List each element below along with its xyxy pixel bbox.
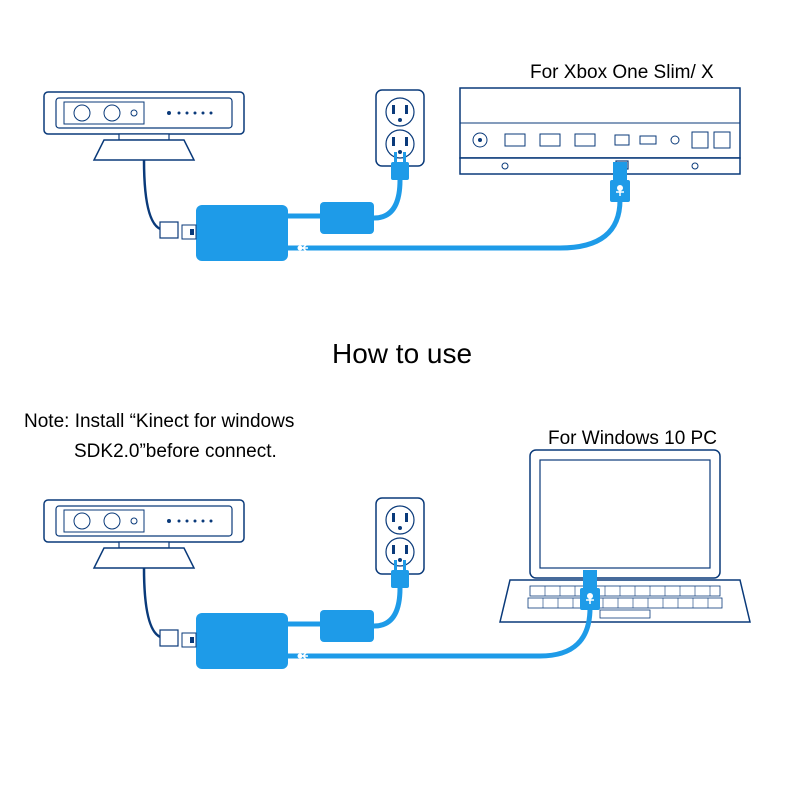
- kinect-sensor-icon: [44, 92, 244, 160]
- kinect-sensor-icon: [44, 500, 244, 568]
- note-line-2: SDK2.0”before connect.: [74, 438, 277, 467]
- wall-outlet-icon: [376, 90, 424, 166]
- laptop-icon: [500, 450, 750, 622]
- note-line-1: Note: Install “Kinect for windows: [24, 408, 294, 437]
- scenario-xbox: [44, 88, 740, 261]
- adapter-hub-icon: [182, 613, 288, 669]
- scenario-pc: [44, 450, 750, 669]
- power-brick-icon: [320, 202, 374, 234]
- xbox-console-icon: [460, 88, 740, 174]
- usb-connector-icon: [610, 162, 630, 202]
- page-title: How to use: [332, 338, 472, 370]
- xbox-label: For Xbox One Slim/ X: [530, 62, 714, 84]
- usb-connector-icon: [580, 570, 600, 610]
- power-brick-icon: [320, 610, 374, 642]
- diagram-canvas: [0, 0, 800, 800]
- pc-label: For Windows 10 PC: [548, 428, 717, 450]
- adapter-hub-icon: [182, 205, 288, 261]
- wall-outlet-icon: [376, 498, 424, 574]
